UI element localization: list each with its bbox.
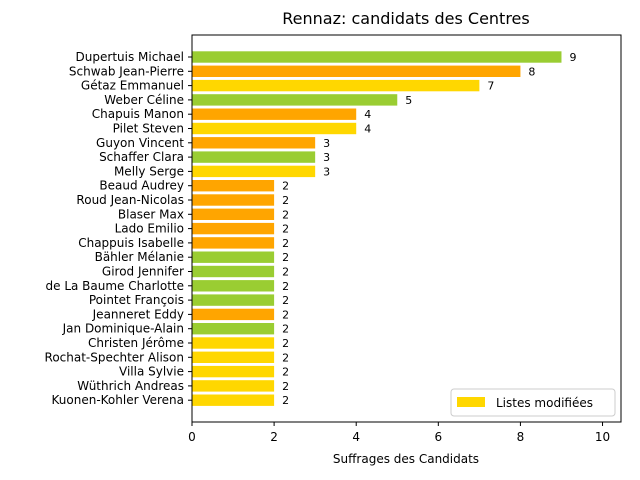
y-tick-label: Christen Jérôme bbox=[88, 336, 184, 350]
bar-value-label: 2 bbox=[282, 337, 289, 350]
bar-value-label: 8 bbox=[528, 65, 535, 78]
bar bbox=[192, 79, 480, 92]
bar bbox=[192, 351, 275, 363]
bar-value-label: 9 bbox=[569, 51, 576, 64]
bar bbox=[192, 208, 275, 220]
y-tick-label: Rochat-Spechter Alison bbox=[45, 350, 184, 364]
bar-value-label: 2 bbox=[282, 237, 289, 250]
chart-title: Rennaz: candidats des Centres bbox=[282, 9, 529, 28]
bar bbox=[192, 222, 275, 235]
x-tick-label: 6 bbox=[434, 430, 442, 444]
bar bbox=[192, 394, 275, 406]
legend-frame bbox=[450, 388, 616, 417]
y-tick-label: Jan Dominique-Alain bbox=[62, 322, 184, 336]
x-tick-label: 2 bbox=[270, 430, 278, 444]
y-tick-label: Blaser Max bbox=[118, 207, 184, 221]
bar bbox=[192, 294, 275, 306]
bar-value-label: 3 bbox=[323, 137, 330, 150]
y-tick-label: Gétaz Emmanuel bbox=[81, 79, 184, 93]
bar-value-label: 2 bbox=[282, 208, 289, 221]
bar bbox=[192, 51, 562, 63]
plot-frame bbox=[191, 34, 622, 423]
bar-value-label: 2 bbox=[282, 180, 289, 193]
bar-value-label: 3 bbox=[323, 151, 330, 164]
x-axis-label: Suffrages des Candidats bbox=[333, 452, 479, 466]
y-tick-label: Beaud Audrey bbox=[99, 179, 184, 193]
bar-value-label: 2 bbox=[282, 280, 289, 293]
bar bbox=[192, 94, 398, 106]
y-tick-label: Wüthrich Andreas bbox=[77, 379, 184, 393]
y-tick-label: Melly Serge bbox=[114, 164, 184, 178]
bar-value-label: 2 bbox=[282, 223, 289, 236]
y-tick-label: Kuonen-Kohler Verena bbox=[52, 393, 185, 407]
bar-value-label: 2 bbox=[282, 394, 289, 407]
bar-value-label: 2 bbox=[282, 194, 289, 207]
bar bbox=[192, 380, 275, 392]
bar bbox=[192, 108, 357, 120]
bar bbox=[192, 265, 275, 278]
bar-value-label: 2 bbox=[282, 308, 289, 321]
bar bbox=[192, 308, 275, 321]
y-tick-label: Lado Emilio bbox=[115, 222, 184, 236]
legend: Listes modifiées bbox=[450, 388, 616, 417]
bar-value-label: 4 bbox=[364, 108, 371, 121]
bar bbox=[192, 180, 275, 192]
bar bbox=[192, 280, 275, 292]
y-tick-label: Roud Jean-Nicolas bbox=[76, 193, 184, 207]
bar-value-label: 2 bbox=[282, 266, 289, 279]
bar bbox=[192, 365, 275, 378]
y-tick-label: Chapuis Manon bbox=[92, 107, 184, 121]
x-axis-ticks: 0 2 4 6 8 10 bbox=[188, 422, 610, 444]
bar-value-label: 2 bbox=[282, 294, 289, 307]
legend-label: Listes modifiées bbox=[496, 396, 593, 410]
y-tick-label: Pilet Steven bbox=[113, 122, 184, 136]
bar-value-label: 2 bbox=[282, 366, 289, 379]
bar-value-label: 3 bbox=[323, 165, 330, 178]
bar bbox=[192, 323, 275, 335]
bar bbox=[192, 151, 316, 163]
bar-value-label: 4 bbox=[364, 123, 371, 136]
y-tick-label: Bähler Mélanie bbox=[95, 250, 184, 264]
bar bbox=[192, 137, 316, 149]
y-tick-label: Villa Sylvie bbox=[119, 365, 184, 379]
bar bbox=[192, 251, 275, 263]
bar bbox=[192, 65, 521, 77]
bar bbox=[192, 165, 316, 178]
bar bbox=[192, 237, 275, 249]
y-tick-label: Pointet François bbox=[89, 293, 184, 307]
y-tick-label: Girod Jennifer bbox=[102, 265, 184, 279]
bar-value-label: 2 bbox=[282, 323, 289, 336]
bar bbox=[192, 194, 275, 206]
x-tick-label: 8 bbox=[517, 430, 525, 444]
y-tick-label: Jeanneret Eddy bbox=[92, 307, 184, 321]
bar-value-label: 2 bbox=[282, 351, 289, 364]
bar-value-label: 5 bbox=[405, 94, 412, 107]
y-tick-label: Chappuis Isabelle bbox=[78, 236, 184, 250]
bar-value-label: 2 bbox=[282, 251, 289, 264]
x-tick-label: 0 bbox=[188, 430, 196, 444]
y-tick-label: Dupertuis Michael bbox=[76, 50, 184, 64]
bar bbox=[192, 122, 357, 135]
y-tick-label: de La Baume Charlotte bbox=[46, 279, 185, 293]
y-tick-label: Weber Céline bbox=[104, 93, 184, 107]
y-tick-label: Schwab Jean-Pierre bbox=[69, 64, 184, 78]
bar bbox=[192, 337, 275, 349]
bar-value-label: 2 bbox=[282, 380, 289, 393]
bar-value-label: 7 bbox=[487, 80, 494, 93]
y-tick-label: Guyon Vincent bbox=[96, 136, 184, 150]
legend-swatch bbox=[457, 397, 485, 407]
x-tick-label: 10 bbox=[595, 430, 610, 444]
x-tick-label: 4 bbox=[352, 430, 360, 444]
y-tick-label: Schaffer Clara bbox=[99, 150, 184, 164]
